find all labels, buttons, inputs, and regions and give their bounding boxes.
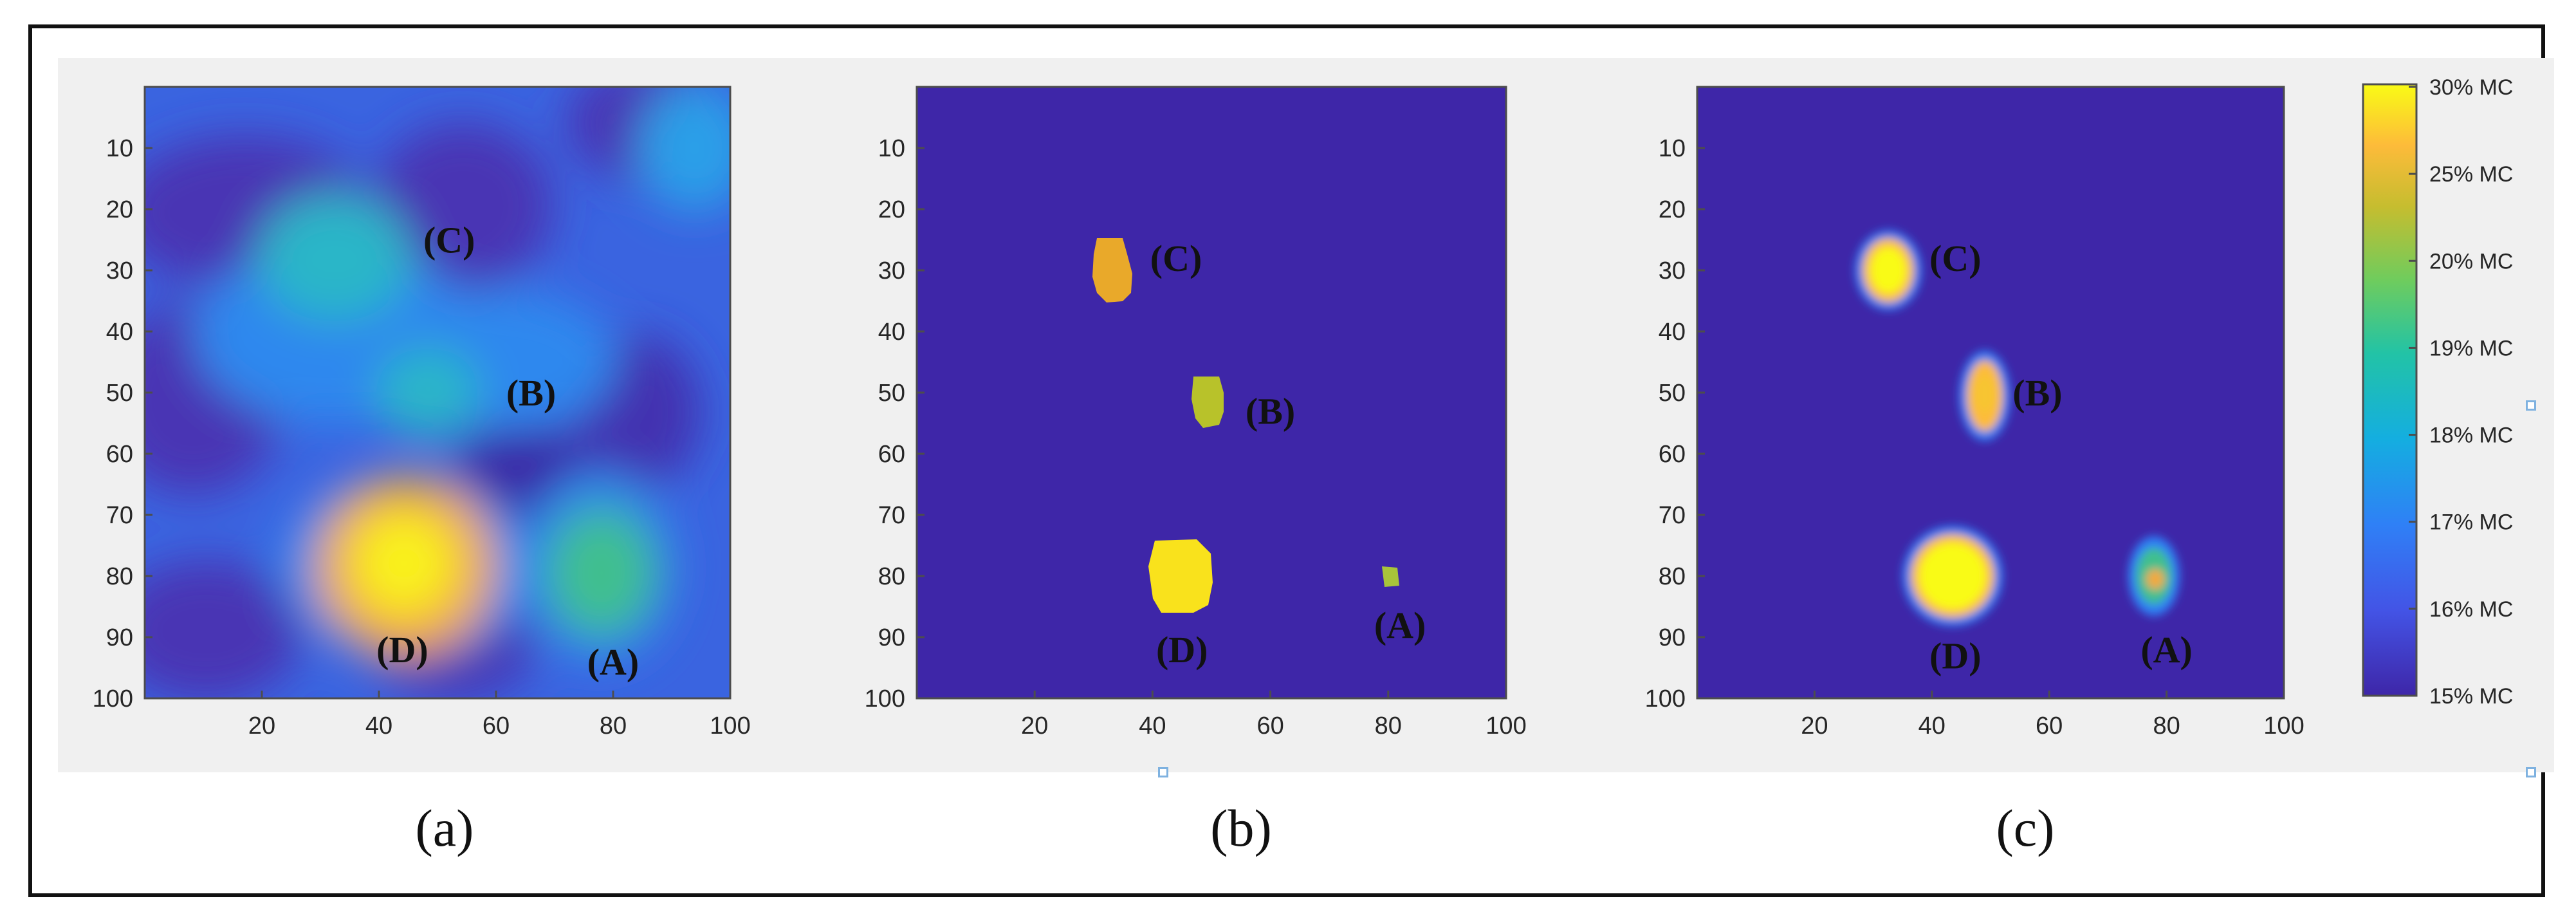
x-tick-label: 100 xyxy=(710,712,750,740)
x-tick-label: 100 xyxy=(2263,712,2304,740)
panel-a-annotation: (B) xyxy=(506,372,556,414)
panel-b-annotation: (C) xyxy=(1150,237,1202,279)
panel-b-axes: 20 40 60 80 100 10 20 30 40 50 60 70 80 90 100 (C) (B) (D… xyxy=(865,135,1527,740)
colorbar: 30% MC 25% MC 20% MC 19% MC 18% MC 17% MC 16% … xyxy=(2362,75,2513,709)
colorbar-tick-label: 15% MC xyxy=(2429,684,2513,709)
y-tick-label: 40 xyxy=(106,319,133,346)
y-tick-label: 50 xyxy=(106,380,133,407)
y-tick-label: 90 xyxy=(106,624,133,651)
colorbar-tick-label: 17% MC xyxy=(2429,510,2513,535)
x-tick-label: 80 xyxy=(1375,712,1402,740)
panel-b-heatmap xyxy=(915,86,1507,700)
panel-a-annotation: (A) xyxy=(587,641,639,683)
panel-a-axes: 20 40 60 80 100 10 20 30 40 50 60 70 80 90 100 (C) (B) (D… xyxy=(93,135,751,740)
y-tick-label: 60 xyxy=(1659,441,1686,468)
x-tick-label: 40 xyxy=(1139,712,1166,740)
panel-c-annotation: (A) xyxy=(2140,629,2193,671)
y-tick-label: 80 xyxy=(878,563,905,590)
panel-c-caption: (c) xyxy=(1996,799,2055,857)
y-tick-label: 100 xyxy=(865,685,905,712)
x-tick-label: 80 xyxy=(600,712,627,740)
panel-c-axes: 20 40 60 80 100 10 20 30 40 50 60 70 80 90 100 (C) (B) (D… xyxy=(1645,135,2305,740)
panel-a-field xyxy=(145,87,730,698)
resize-handle[interactable] xyxy=(2526,767,2536,777)
panel-b-caption: (b) xyxy=(1210,799,1272,857)
panel-a-caption: (a) xyxy=(415,799,474,857)
colorbar-tick-label: 25% MC xyxy=(2429,162,2513,187)
panel-c-heatmap xyxy=(1696,86,2285,700)
y-tick-label: 60 xyxy=(106,441,133,468)
colorbar-tick-label: 20% MC xyxy=(2429,249,2513,274)
x-tick-label: 20 xyxy=(1801,712,1828,740)
x-tick-label: 80 xyxy=(2153,712,2180,740)
y-tick-label: 20 xyxy=(878,196,905,223)
panel-a-annotation: (C) xyxy=(423,219,475,261)
x-tick-label: 20 xyxy=(1021,712,1048,740)
y-tick-label: 30 xyxy=(106,257,133,284)
y-tick-label: 40 xyxy=(1659,319,1686,346)
colorbar-tick-label: 18% MC xyxy=(2429,423,2513,448)
x-tick-label: 60 xyxy=(1256,712,1283,740)
y-tick-label: 60 xyxy=(878,441,905,468)
y-tick-label: 80 xyxy=(1659,563,1686,590)
x-tick-label: 60 xyxy=(2036,712,2063,740)
panel-c-annotation: (D) xyxy=(1929,635,1982,677)
y-tick-label: 70 xyxy=(106,502,133,529)
resize-handle[interactable] xyxy=(2526,400,2536,411)
y-tick-label: 30 xyxy=(878,257,905,284)
panel-c-annotation: (C) xyxy=(1929,237,1982,279)
x-tick-label: 60 xyxy=(483,712,510,740)
colorbar-tick-label: 30% MC xyxy=(2429,75,2513,100)
y-tick-label: 100 xyxy=(93,685,133,712)
x-tick-label: 40 xyxy=(1918,712,1946,740)
y-tick-label: 10 xyxy=(106,135,133,162)
y-tick-label: 50 xyxy=(878,380,905,407)
x-tick-label: 40 xyxy=(365,712,392,740)
y-tick-label: 80 xyxy=(106,563,133,590)
y-tick-label: 20 xyxy=(1659,196,1686,223)
y-tick-label: 40 xyxy=(878,319,905,346)
y-tick-label: 90 xyxy=(1659,624,1686,651)
panel-a-heatmap xyxy=(143,86,731,700)
colorbar-tick-label: 19% MC xyxy=(2429,336,2513,360)
y-tick-label: 100 xyxy=(1645,685,1686,712)
panel-b-annotation: (B) xyxy=(1246,391,1295,433)
y-tick-label: 70 xyxy=(1659,502,1686,529)
colorbar-gradient xyxy=(2362,83,2418,697)
y-tick-label: 10 xyxy=(1659,135,1686,162)
panel-b-annotation: (A) xyxy=(1374,604,1426,646)
y-tick-label: 10 xyxy=(878,135,905,162)
y-tick-label: 90 xyxy=(878,624,905,651)
y-tick-label: 30 xyxy=(1659,257,1686,284)
resize-handle[interactable] xyxy=(1158,767,1168,777)
y-tick-label: 70 xyxy=(878,502,905,529)
panel-c-annotation: (B) xyxy=(2012,372,2062,414)
panel-a-annotation: (D) xyxy=(376,629,428,671)
x-tick-label: 20 xyxy=(248,712,275,740)
x-tick-label: 100 xyxy=(1486,712,1526,740)
colorbar-tick-label: 16% MC xyxy=(2429,597,2513,622)
y-tick-label: 20 xyxy=(106,196,133,223)
panel-b-annotation: (D) xyxy=(1156,629,1208,671)
y-tick-label: 50 xyxy=(1659,380,1686,407)
panel-c-blobs xyxy=(1855,230,2180,626)
panel-b-blobs xyxy=(1092,238,1399,613)
